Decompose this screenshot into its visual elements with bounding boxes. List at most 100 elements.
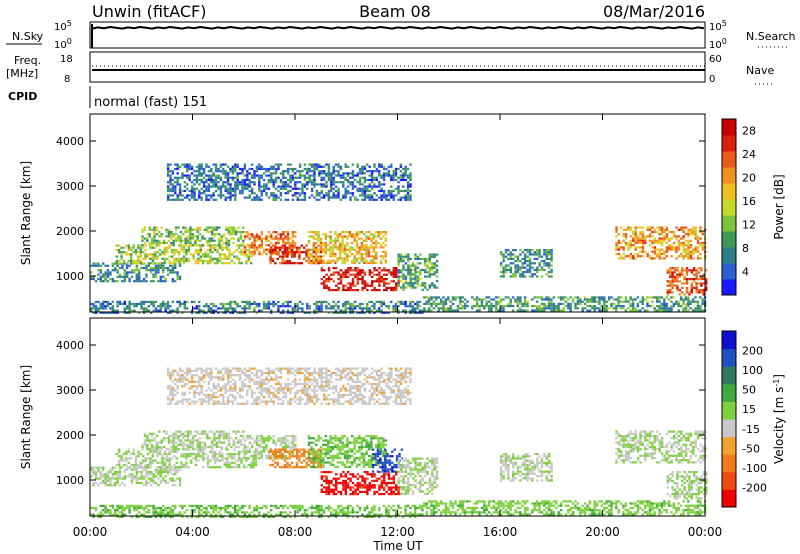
power-echo-region [307,231,387,264]
power-echo-region [320,267,400,292]
power-colorbar-tick-label: 20 [742,172,756,185]
nsky-trace [91,25,705,30]
velocity-echo-region [500,453,553,482]
velocity-echo-region [666,471,708,500]
velocity-colorbar-swatch [722,436,736,455]
nave-tick-bottom: 0 [709,74,715,85]
velocity-colorbar-tick-label: -200 [742,481,767,494]
power-echo-region [166,163,412,201]
velocity-plot-area [90,318,705,516]
velocity-colorbar-swatch [722,454,736,473]
nave-tick-top: 60 [709,54,722,65]
velocity-echo-region [397,457,439,495]
velocity-colorbar-tick-label: 200 [742,345,763,358]
power-colorbar-swatch [722,151,736,168]
velocity-y-axis-title: Slant Range [km] [19,365,33,469]
freq-unit-label: [MHz] [6,67,38,80]
power-colorbar-swatch [722,119,736,136]
power-echo-region [423,296,707,312]
freq-label: Freq. [14,54,41,67]
power-colorbar-swatch [722,183,736,200]
date-label: 08/Mar/2016 [603,2,705,21]
velocity-echo-region [423,500,707,516]
velocity-colorbar-swatch [722,489,736,508]
velocity-echo-region [90,504,424,518]
power-echo-region [90,300,424,314]
velocity-colorbar-swatch [722,401,736,420]
velocity-colorbar-tick-label: -100 [742,462,767,475]
velocity-echo-region [141,430,245,451]
time-axis-tick-label: 00:00 [688,525,723,539]
power-echo-region [397,253,439,291]
velocity-colorbar-tick-label: -15 [742,423,760,436]
power-y-tick-label: 3000 [56,180,84,193]
velocity-colorbar-swatch [722,471,736,490]
nsky-strip: N.Sky 105 100 105 100 N.Search [6,19,796,51]
velocity-colorbar-swatch [722,383,736,402]
time-axis: 00:00 04:00 08:00 12:00 16:00 20:00 00:00 [73,525,723,539]
time-axis-tick-label: 16:00 [483,525,518,539]
velocity-colorbar: 200 100 50 15 -15 -50 -100 -200 Velocity [m s-1] [721,330,786,508]
velocity-data-cells [90,367,708,518]
cpid-strip: CPID normal (fast) 151 [8,86,207,110]
power-colorbar-swatch [722,167,736,184]
power-colorbar: 4 8 12 16 20 24 28 Power [dB] [721,118,786,296]
velocity-echo-region [243,435,297,460]
freq-tick-bottom: 8 [64,74,70,85]
velocity-colorbar-swatch [722,366,736,385]
power-colorbar-tick-label: 8 [742,242,749,255]
cpid-label: CPID [8,90,37,103]
velocity-colorbar-tick-label: 100 [742,364,763,377]
power-colorbar-swatch [722,279,736,296]
velocity-echo-region [320,471,400,496]
velocity-y-tick-label: 4000 [56,339,84,352]
power-panel: 1000 2000 3000 4000 Slant Range [km] 4 8 12 16 20… [19,113,786,314]
velocity-colorbar-swatch [722,331,736,350]
power-echo-region [141,226,245,247]
velocity-colorbar-swatch [722,348,736,367]
nsearch-label: N.Search [746,30,796,43]
nsky-tick-bottom: 100 [54,37,72,51]
time-axis-tick-label: 00:00 [73,525,108,539]
velocity-echo-region [166,367,412,405]
velocity-y-tick-label: 2000 [56,429,84,442]
velocity-echo-region [307,435,387,468]
power-colorbar-tick-label: 12 [742,219,756,232]
power-y-tick-label: 2000 [56,225,84,238]
velocity-y-tick-label: 3000 [56,384,84,397]
nsky-tick-top: 105 [54,19,72,33]
velocity-colorbar-swatch [722,419,736,438]
freq-strip: Freq. [MHz] 18 8 60 0 Nave [6,51,775,85]
power-y-tick-label: 4000 [56,135,84,148]
station-title: Unwin (fitACF) [92,2,206,21]
power-colorbar-tick-label: 28 [742,125,756,138]
power-colorbar-swatch [722,135,736,152]
velocity-colorbar-tick-label: 15 [742,403,756,416]
velocity-colorbar-tick-label: -50 [742,442,760,455]
cpid-value: normal (fast) 151 [94,95,207,110]
time-axis-tick-label: 12:00 [380,525,415,539]
x-axis-title: Time UT [372,539,423,553]
velocity-colorbar-tick-label: 50 [742,384,756,397]
power-echo-region [666,267,708,296]
velocity-colorbar-title: Velocity [m s-1] [772,374,786,464]
power-data-cells [90,163,708,314]
power-y-tick-label: 1000 [56,270,84,283]
nsearch-tick-top: 105 [709,19,727,33]
power-echo-region [500,249,553,278]
power-colorbar-swatch [722,263,736,280]
beam-label: Beam 08 [359,2,431,21]
velocity-echo-region [115,448,258,469]
power-colorbar-title: Power [dB] [772,174,786,239]
power-colorbar-tick-label: 16 [742,195,756,208]
nave-label: Nave [746,64,774,77]
nsky-label: N.Sky [12,30,44,43]
power-colorbar-swatch [722,231,736,248]
velocity-panel: 1000 2000 3000 4000 Slant Range [km] 200 100 50… [19,317,786,518]
velocity-y-tick-label: 1000 [56,474,84,487]
nsearch-tick-bottom: 100 [709,37,727,51]
time-axis-tick-label: 04:00 [175,525,210,539]
power-colorbar-swatch [722,247,736,264]
